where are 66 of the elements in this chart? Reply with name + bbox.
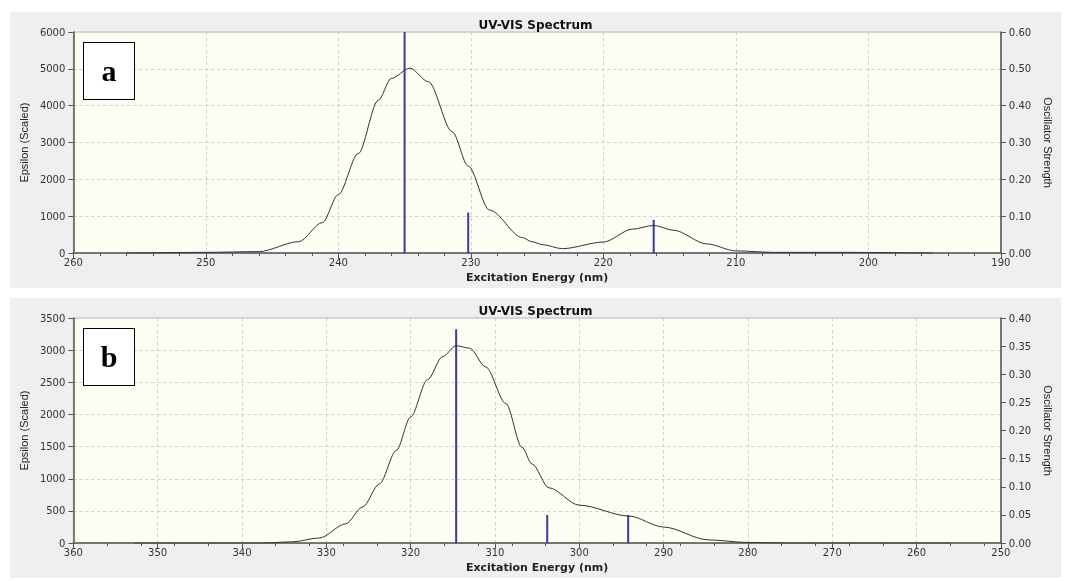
y2-tick-label: 0.60 [1008, 26, 1032, 38]
x-tick-label: 230 [461, 256, 481, 268]
bar [403, 32, 406, 254]
x-tick-label: 280 [738, 546, 758, 558]
x-tick-label: 270 [822, 546, 842, 558]
x-tick-label: 190 [991, 256, 1011, 268]
chart-title: UV-VIS Spectrum [478, 304, 593, 318]
x-tick-label: 210 [726, 256, 746, 268]
annotation: a [83, 42, 135, 100]
x-tick-label: 300 [569, 546, 589, 558]
y2-axis-title: Oscillator Strength [1041, 385, 1054, 476]
y-tick-label: 1000 [39, 473, 66, 485]
y-tick-label: 500 [46, 505, 66, 517]
x-tick-label: 310 [485, 546, 505, 558]
x-tick-label: 260 [906, 546, 927, 558]
y2-tick-label: 0.15 [1008, 453, 1032, 465]
y2-tick-label: 0.40 [1008, 312, 1032, 324]
y-tick-label: 5000 [39, 63, 66, 75]
y2-tick-label: 0.30 [1008, 368, 1032, 380]
y2-tick-label: 0.00 [1008, 247, 1032, 259]
x-axis-title: Excitation Energy (nm) [465, 271, 609, 284]
y2-tick-label: 0.20 [1008, 425, 1032, 437]
y-tick-label: 4000 [39, 100, 66, 112]
x-tick-label: 320 [401, 546, 421, 558]
y2-tick-label: 0.30 [1008, 137, 1032, 149]
bar [467, 212, 470, 254]
y-tick-label: 2000 [39, 173, 66, 185]
y2-tick-label: 0.05 [1008, 509, 1032, 521]
line-series [133, 345, 951, 544]
x-tick-label: 260 [63, 256, 83, 268]
x-tick-label: 340 [232, 546, 252, 558]
x-tick-label: 350 [148, 546, 168, 558]
y-axis-title: Epsilon (Scaled) [17, 390, 30, 471]
x-tick-label: 220 [593, 256, 613, 268]
y-tick-label: 2000 [39, 408, 66, 420]
y2-tick-label: 0.35 [1008, 340, 1032, 352]
y2-tick-label: 0.25 [1008, 396, 1032, 408]
x-tick-label: 330 [316, 546, 336, 558]
chart-title: UV-VIS Spectrum [478, 18, 593, 32]
y2-tick-label: 0.00 [1008, 537, 1032, 549]
y2-tick-label: 0.50 [1008, 63, 1032, 75]
y-tick-label: 0 [58, 247, 66, 259]
y2-axis-title: Oscillator Strength [1041, 97, 1054, 188]
y-tick-label: 3000 [39, 344, 66, 356]
y2-tick-label: 0.40 [1008, 100, 1032, 112]
x-tick-label: 360 [63, 546, 83, 558]
x-tick-label: 240 [328, 256, 348, 268]
y-tick-label: 3500 [39, 312, 66, 324]
y2-tick-label: 0.10 [1008, 210, 1032, 222]
bar [652, 219, 655, 254]
x-tick-label: 250 [991, 546, 1011, 558]
y-axis-title: Epsilon (Scaled) [17, 102, 30, 183]
y2-tick-label: 0.10 [1008, 481, 1032, 493]
x-tick-label: 250 [196, 256, 216, 268]
annotation: b [83, 328, 135, 386]
y-tick-label: 2500 [39, 376, 66, 388]
x-tick-label: 290 [654, 546, 674, 558]
y-tick-label: 1500 [39, 441, 66, 453]
x-tick-label: 200 [858, 256, 878, 268]
y-tick-label: 3000 [39, 137, 66, 149]
y2-tick-label: 0.20 [1008, 173, 1032, 185]
y-tick-label: 1000 [39, 210, 66, 222]
x-axis-title: Excitation Energy (nm) [465, 561, 609, 574]
line-series [125, 67, 934, 254]
y-tick-label: 6000 [39, 26, 66, 38]
y-tick-label: 0 [58, 537, 66, 549]
